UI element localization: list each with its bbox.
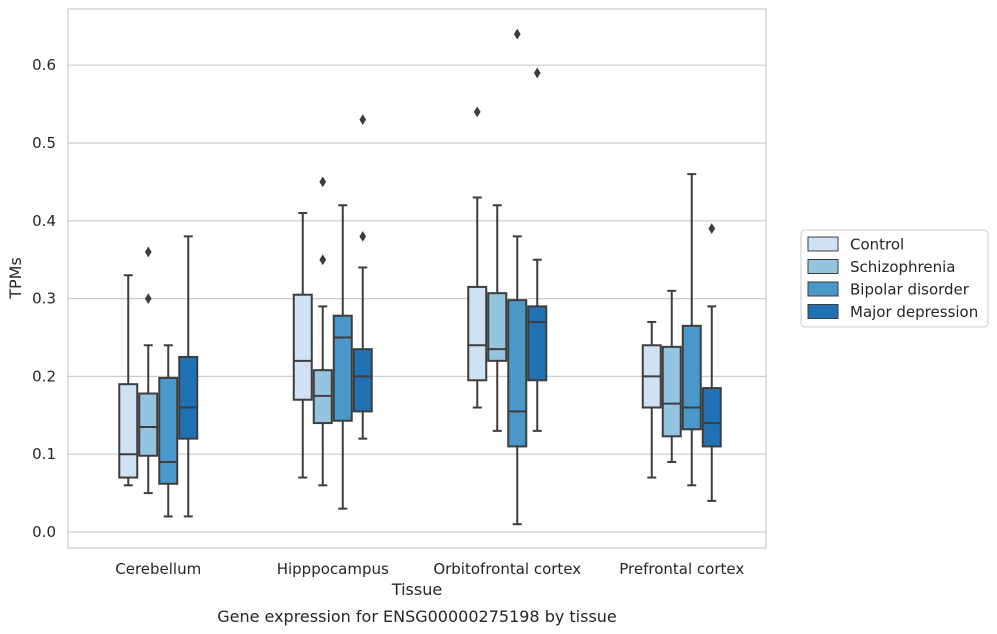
y-tick-label: 0.3: [32, 290, 56, 308]
figure-caption: Gene expression for ENSG00000275198 by t…: [217, 607, 617, 626]
legend-swatch: [807, 259, 839, 274]
outlier-point: [533, 67, 541, 79]
box-2-2: [507, 28, 528, 526]
y-tick-labels: 0.0 0.1 0.2 0.3 0.4 0.5 0.6: [32, 56, 56, 541]
box-iqr: [681, 324, 702, 431]
legend-label: Schizophrenia: [850, 258, 955, 276]
box-1-2: [332, 204, 353, 510]
plot-area-frame: [67, 8, 767, 549]
box-0-3: [178, 235, 199, 518]
x-tick-label: Orbitofrontal cortex: [433, 560, 581, 578]
box-3-0: [641, 320, 662, 479]
box-2-3: [527, 67, 548, 432]
box-1-3: [352, 114, 373, 440]
box-3-2: [681, 173, 702, 487]
outlier-point: [359, 114, 367, 126]
box-0-1: [138, 246, 159, 495]
y-axis-title: TPMs: [6, 257, 25, 300]
box-3-1: [661, 289, 682, 463]
outlier-point: [144, 293, 152, 304]
box-series-group: [118, 28, 722, 526]
x-axis-title: Tissue: [391, 580, 442, 599]
outlier-point: [144, 246, 152, 258]
legend-swatch: [807, 281, 839, 297]
legend-label: Control: [850, 236, 904, 254]
box-iqr: [332, 314, 353, 422]
box-iqr: [661, 345, 682, 438]
x-tick-label: Prefrontal cortex: [619, 560, 744, 578]
box-3-3: [701, 223, 722, 502]
y-tick-label: 0.6: [32, 56, 56, 74]
box-iqr: [527, 305, 548, 382]
y-tick-label: 0.1: [32, 445, 56, 463]
legend-label: Major depression: [850, 303, 978, 321]
box-1-0: [292, 212, 313, 479]
box-0-2: [158, 344, 179, 518]
x-tick-labels: Cerebellum Hipppocampus Orbitofrontal cort…: [115, 560, 744, 578]
outlier-point: [359, 230, 367, 242]
outlier-point: [319, 176, 327, 188]
outlier-point: [473, 106, 481, 118]
box-iqr: [292, 293, 313, 401]
legend: Control Schizophrenia Bipolar disorder Majo…: [800, 229, 989, 328]
legend-label: Bipolar disorder: [850, 281, 970, 299]
box-iqr: [118, 383, 139, 479]
box-iqr: [138, 392, 159, 457]
box-iqr: [507, 299, 528, 448]
box-2-1: [487, 204, 508, 432]
y-tick-label: 0.4: [32, 212, 56, 230]
outlier-point: [319, 254, 327, 266]
outlier-point: [513, 28, 521, 40]
x-tick-label: Cerebellum: [115, 560, 201, 578]
y-tick-label: 0.2: [32, 367, 56, 385]
legend-swatch: [807, 236, 839, 252]
box-iqr: [352, 348, 373, 413]
legend-frame: [800, 229, 989, 328]
box-iqr: [467, 285, 488, 382]
box-iqr: [178, 355, 199, 440]
y-tick-label: 0.0: [32, 523, 56, 541]
box-0-0: [118, 274, 139, 487]
box-iqr: [701, 387, 722, 448]
legend-swatch: [807, 304, 839, 319]
box-2-0: [467, 106, 488, 409]
y-tick-label: 0.5: [32, 134, 56, 152]
box-iqr: [158, 376, 179, 485]
outlier-point: [708, 223, 716, 234]
box-1-1: [312, 176, 333, 487]
x-tick-label: Hipppocampus: [277, 560, 389, 578]
box-iqr: [487, 292, 508, 362]
